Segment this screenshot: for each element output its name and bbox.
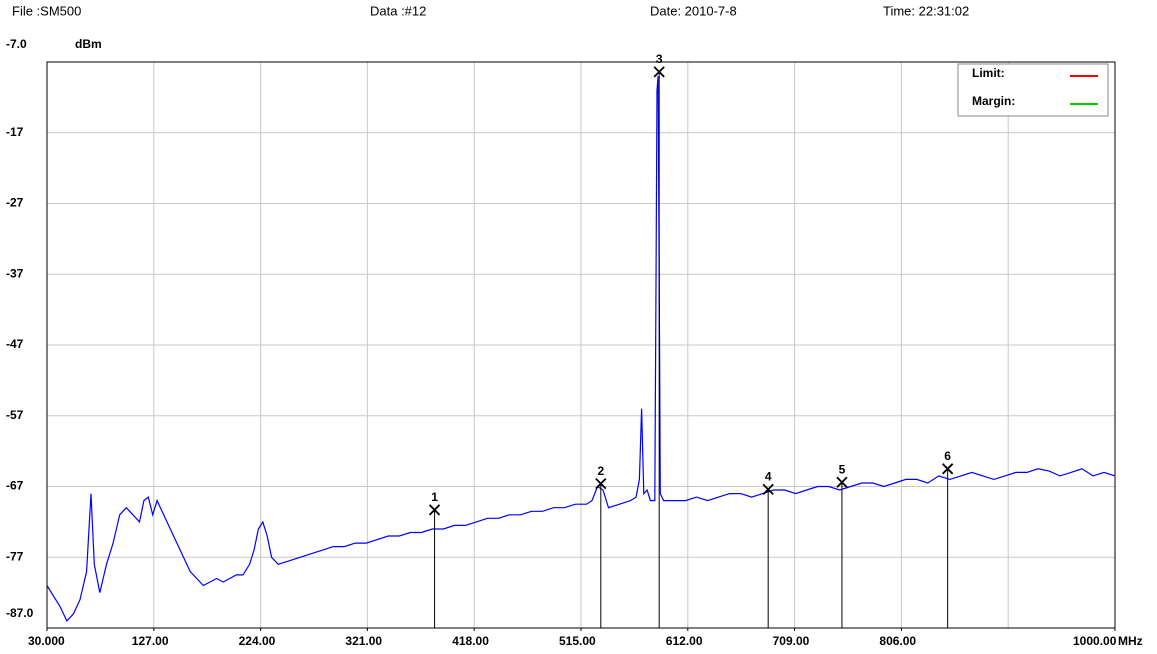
y-tick-label: -7.0 <box>6 37 27 51</box>
legend-label: Margin: <box>972 94 1015 108</box>
file-label: File :SM500 <box>12 3 81 18</box>
y-tick-label: -27 <box>6 196 24 210</box>
marker <box>653 66 665 78</box>
plot-frame <box>46 61 1116 629</box>
data-label: Data :#12 <box>370 3 426 18</box>
y-tick-label: -37 <box>6 266 24 280</box>
x-tick-label: 30.000 <box>28 634 65 648</box>
x-unit: MHz <box>1118 634 1143 648</box>
x-tick-label: 321.00 <box>345 634 382 648</box>
legend-label: Limit: <box>972 66 1005 80</box>
marker-label: 6 <box>944 449 951 463</box>
marker <box>836 476 848 488</box>
marker-label: 2 <box>597 464 604 478</box>
x-tick-label: 515.00 <box>559 634 596 648</box>
y-tick-label: -17 <box>6 125 24 139</box>
trace <box>46 76 1116 622</box>
y-tick-label: -87.0 <box>6 606 34 620</box>
marker <box>762 483 774 495</box>
marker-label: 5 <box>839 462 846 476</box>
legend-box <box>957 63 1109 117</box>
x-tick-label: 1000.00 <box>1073 634 1117 648</box>
x-tick-label: 224.00 <box>239 634 276 648</box>
x-tick-label: 806.00 <box>879 634 916 648</box>
y-unit: dBm <box>75 37 102 51</box>
x-tick-label: 612.00 <box>666 634 703 648</box>
marker <box>595 478 607 490</box>
time-label: Time: 22:31:02 <box>883 3 969 18</box>
y-tick-label: -77 <box>6 549 24 563</box>
marker <box>942 463 954 475</box>
marker-label: 1 <box>431 490 438 504</box>
marker <box>428 504 441 516</box>
marker-label: 3 <box>656 52 663 66</box>
x-tick-label: 127.00 <box>132 634 169 648</box>
x-tick-label: 709.00 <box>773 634 810 648</box>
y-tick-label: -67 <box>6 479 24 493</box>
date-label: Date: 2010-7-8 <box>650 3 737 18</box>
y-tick-label: -57 <box>6 408 24 422</box>
x-tick-label: 418.00 <box>452 634 489 648</box>
marker-label: 4 <box>765 470 772 484</box>
y-tick-label: -47 <box>6 337 24 351</box>
